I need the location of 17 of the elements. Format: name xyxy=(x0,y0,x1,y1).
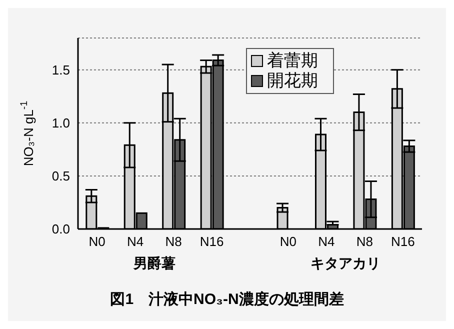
y-tick-label: 0.5 xyxy=(52,168,70,184)
x-tick-label: N0 xyxy=(88,234,106,250)
x-tick-label: N8 xyxy=(165,234,182,250)
x-tick-label: N16 xyxy=(390,234,415,250)
y-tick-label: 1.0 xyxy=(52,116,70,131)
x-tick-label: N16 xyxy=(200,234,224,250)
legend-label: 開花期 xyxy=(267,71,318,91)
x-tick-label: N4 xyxy=(318,234,335,250)
text: 男爵薯 xyxy=(132,255,176,273)
y-tick-label: 1.5 xyxy=(52,62,70,78)
x-tick-label: N8 xyxy=(356,234,373,250)
text: キタアカリ xyxy=(310,255,382,273)
x-tick-label: N0 xyxy=(280,234,297,250)
legend-label: 着蕾期 xyxy=(267,51,318,71)
x-tick-label: N4 xyxy=(127,234,144,250)
text: 図1 汁液中NO₃-N濃度の処理間差 xyxy=(109,290,345,309)
y-tick-label: 0.0 xyxy=(52,222,70,237)
